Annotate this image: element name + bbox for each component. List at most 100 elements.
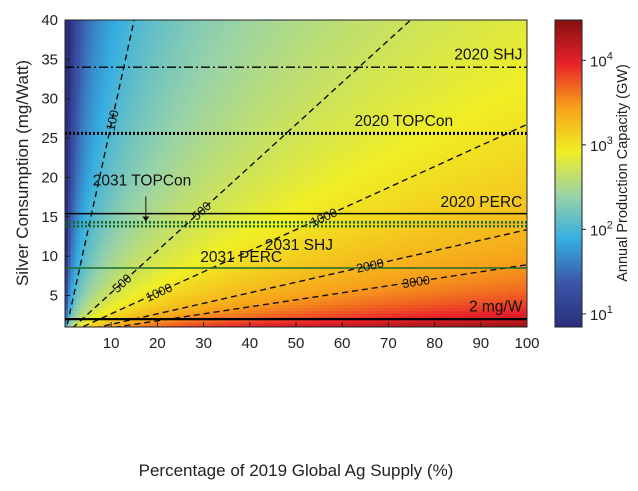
heatmap-cell: [239, 71, 243, 75]
heatmap-cell: [209, 113, 213, 117]
heatmap-cell: [506, 53, 510, 57]
heatmap-cell: [200, 110, 204, 114]
heatmap-cell: [374, 47, 378, 51]
heatmap-cell: [341, 53, 345, 57]
heatmap-cell: [317, 47, 321, 51]
heatmap-cell: [377, 56, 381, 60]
heatmap-cell: [191, 53, 195, 57]
heatmap-cell: [401, 107, 405, 111]
heatmap-cell: [176, 71, 180, 75]
heatmap-cell: [449, 56, 453, 60]
heatmap-cell: [293, 95, 297, 99]
heatmap-cell: [392, 74, 396, 78]
heatmap-cell: [125, 44, 129, 48]
heatmap-cell: [194, 23, 198, 27]
heatmap-cell: [227, 53, 231, 57]
heatmap-cell: [296, 38, 300, 42]
heatmap-cell: [242, 53, 246, 57]
heatmap-cell: [389, 59, 393, 63]
heatmap-cell: [401, 56, 405, 60]
heatmap-cell: [197, 50, 201, 54]
heatmap-cell: [368, 44, 372, 48]
heatmap-cell: [260, 80, 264, 84]
heatmap-cell: [455, 29, 459, 33]
heatmap-cell: [353, 32, 357, 36]
heatmap-cell: [74, 53, 78, 57]
heatmap-cell: [368, 38, 372, 42]
heatmap-cell: [359, 89, 363, 93]
heatmap-cell: [524, 83, 527, 87]
heatmap-cell: [371, 20, 375, 24]
heatmap-cell: [248, 23, 252, 27]
heatmap-cell: [182, 23, 186, 27]
heatmap-cell: [398, 113, 402, 117]
heatmap-cell: [95, 74, 99, 78]
heatmap-cell: [410, 83, 414, 87]
heatmap-cell: [275, 92, 279, 96]
heatmap-cell: [383, 107, 387, 111]
heatmap-cell: [491, 89, 495, 93]
heatmap-cell: [254, 62, 258, 66]
heatmap-cell: [347, 53, 351, 57]
heatmap-cell: [497, 68, 501, 72]
heatmap-cell: [206, 20, 210, 24]
heatmap-cell: [323, 86, 327, 90]
heatmap-cell: [185, 26, 189, 30]
heatmap-cell: [461, 107, 465, 111]
heatmap-cell: [308, 29, 312, 33]
heatmap-cell: [356, 107, 360, 111]
heatmap-cell: [479, 107, 483, 111]
heatmap-cell: [86, 74, 90, 78]
heatmap-cell: [182, 98, 186, 102]
heatmap-cell: [473, 41, 477, 45]
heatmap-cell: [449, 71, 453, 75]
heatmap-cell: [332, 77, 336, 81]
heatmap-cell: [194, 44, 198, 48]
heatmap-cell: [521, 35, 525, 39]
heatmap-cell: [251, 86, 255, 90]
heatmap-cell: [134, 74, 138, 78]
heatmap-cell: [245, 23, 249, 27]
heatmap-cell: [137, 110, 141, 114]
heatmap-cell: [428, 89, 432, 93]
heatmap-cell: [125, 29, 129, 33]
heatmap-cell: [200, 44, 204, 48]
heatmap-cell: [479, 104, 483, 108]
heatmap-cell: [188, 104, 192, 108]
heatmap-cell: [350, 89, 354, 93]
heatmap-cell: [338, 35, 342, 39]
heatmap-cell: [92, 86, 96, 90]
heatmap-cell: [395, 107, 399, 111]
heatmap-cell: [440, 44, 444, 48]
heatmap-cell: [188, 92, 192, 96]
heatmap-cell: [71, 113, 75, 117]
heatmap-cell: [446, 68, 450, 72]
heatmap-cell: [152, 29, 156, 33]
heatmap-cell: [113, 47, 117, 51]
heatmap-cell: [128, 23, 132, 27]
heatmap-cell: [404, 98, 408, 102]
heatmap-cell: [497, 26, 501, 30]
heatmap-cell: [404, 38, 408, 42]
heatmap-cell: [302, 104, 306, 108]
heatmap-cell: [341, 56, 345, 60]
heatmap-cell: [296, 50, 300, 54]
heatmap-cell: [377, 59, 381, 63]
heatmap-cell: [383, 74, 387, 78]
heatmap-cell: [329, 101, 333, 105]
heatmap-cell: [341, 92, 345, 96]
heatmap-cell: [278, 32, 282, 36]
heatmap-cell: [281, 110, 285, 114]
heatmap-cell: [470, 104, 474, 108]
heatmap-cell: [503, 50, 507, 54]
heatmap-cell: [440, 104, 444, 108]
heatmap-cell: [395, 92, 399, 96]
heatmap-cell: [185, 32, 189, 36]
heatmap-cell: [71, 110, 75, 114]
heatmap-cell: [80, 29, 84, 33]
heatmap-cell: [242, 32, 246, 36]
heatmap-cell: [215, 29, 219, 33]
heatmap-cell: [305, 92, 309, 96]
heatmap-cell: [287, 26, 291, 30]
heatmap-cell: [173, 26, 177, 30]
